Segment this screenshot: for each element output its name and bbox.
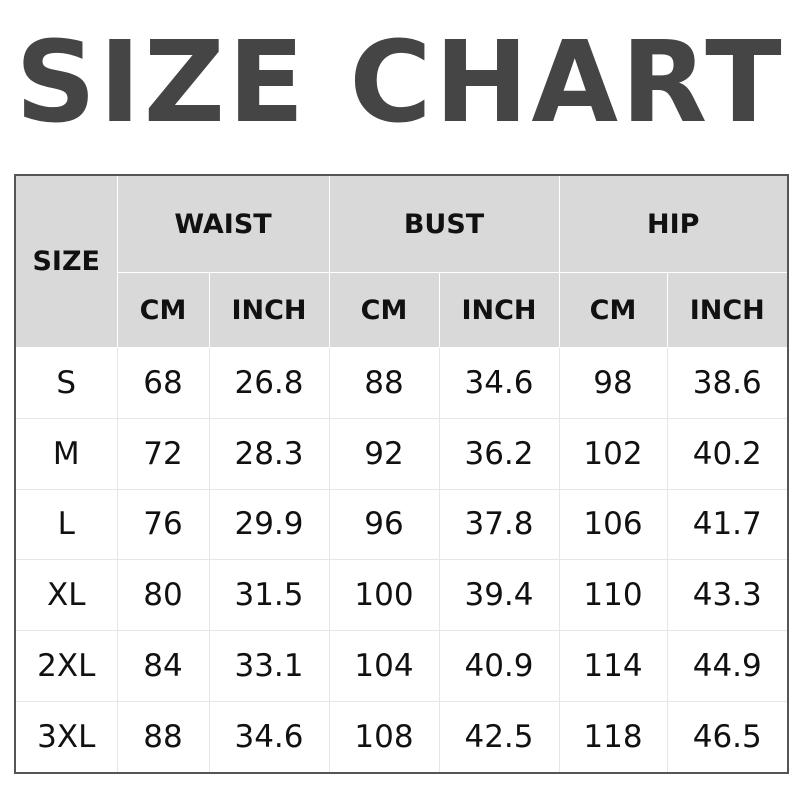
header-hip: HIP (558, 174, 789, 273)
value-cell: 102 (558, 417, 668, 490)
header-unit: INCH (666, 272, 789, 348)
size-cell: M (14, 417, 118, 490)
table-row: XL 80 31.5 100 39.4 110 43.3 (14, 559, 789, 631)
value-cell: 31.5 (208, 559, 330, 631)
header-row-groups: SIZE WAIST BUST HIP (14, 174, 789, 348)
value-cell: 106 (558, 488, 668, 561)
value-cell: 110 (558, 559, 668, 631)
value-cell: 92 (328, 417, 440, 490)
table-row: 3XL 88 34.6 108 42.5 118 46.5 (14, 700, 789, 774)
value-cell: 37.8 (438, 488, 560, 561)
size-cell: 3XL (14, 700, 118, 774)
value-cell: 80 (116, 559, 210, 631)
value-cell: 43.3 (666, 559, 789, 631)
value-cell: 98 (558, 347, 668, 419)
size-cell: XL (14, 559, 118, 631)
value-cell: 38.6 (666, 347, 789, 419)
value-cell: 114 (558, 630, 668, 702)
value-cell: 39.4 (438, 559, 560, 631)
value-cell: 34.6 (208, 700, 330, 774)
value-cell: 40.2 (666, 417, 789, 490)
header-unit: CM (558, 272, 668, 348)
header-unit: INCH (208, 272, 330, 348)
header-unit: CM (116, 272, 210, 348)
size-cell: 2XL (14, 630, 118, 702)
value-cell: 40.9 (438, 630, 560, 702)
value-cell: 68 (116, 347, 210, 419)
header-unit: CM (328, 272, 440, 348)
size-cell: S (14, 347, 118, 419)
header-size: SIZE (14, 174, 118, 348)
value-cell: 26.8 (208, 347, 330, 419)
value-cell: 96 (328, 488, 440, 561)
value-cell: 46.5 (666, 700, 789, 774)
value-cell: 88 (116, 700, 210, 774)
table-row: S 68 26.8 88 34.6 98 38.6 (14, 347, 789, 419)
size-table: SIZE WAIST BUST HIP CM INCH CM INCH CM I… (14, 174, 789, 774)
value-cell: 72 (116, 417, 210, 490)
table-row: M 72 28.3 92 36.2 102 40.2 (14, 417, 789, 490)
value-cell: 41.7 (666, 488, 789, 561)
value-cell: 118 (558, 700, 668, 774)
value-cell: 34.6 (438, 347, 560, 419)
value-cell: 88 (328, 347, 440, 419)
value-cell: 84 (116, 630, 210, 702)
table-row: 2XL 84 33.1 104 40.9 114 44.9 (14, 630, 789, 702)
table-row: L 76 29.9 96 37.8 106 41.7 (14, 488, 789, 561)
value-cell: 33.1 (208, 630, 330, 702)
page-title: SIZE CHART (15, 18, 785, 148)
header-waist: WAIST (116, 174, 330, 273)
value-cell: 76 (116, 488, 210, 561)
value-cell: 108 (328, 700, 440, 774)
header-row-units: CM INCH CM INCH CM INCH (15, 272, 789, 348)
value-cell: 104 (328, 630, 440, 702)
size-cell: L (14, 488, 118, 561)
value-cell: 29.9 (208, 488, 330, 561)
value-cell: 42.5 (438, 700, 560, 774)
value-cell: 36.2 (438, 417, 560, 490)
header-unit: INCH (438, 272, 560, 348)
value-cell: 44.9 (666, 630, 789, 702)
header-bust: BUST (328, 174, 560, 273)
value-cell: 28.3 (208, 417, 330, 490)
value-cell: 100 (328, 559, 440, 631)
